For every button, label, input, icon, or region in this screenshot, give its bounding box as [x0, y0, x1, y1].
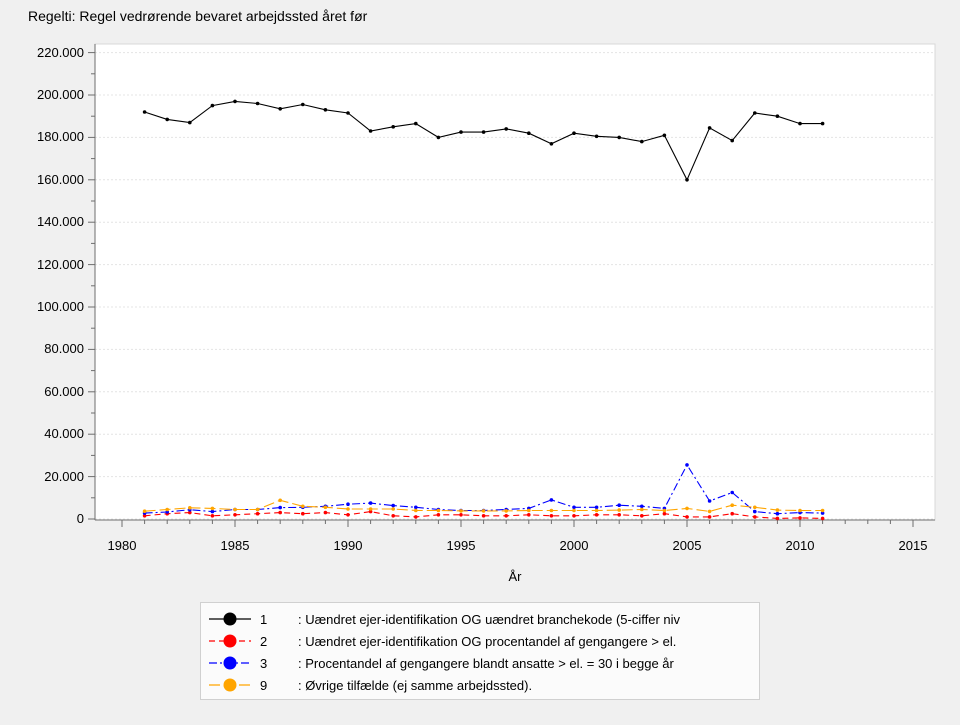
legend: 1 : Uændret ejer-identifikation OG uændre… [200, 602, 760, 700]
y-tick-label: 200.000 [37, 87, 84, 102]
x-tick-label: 1980 [107, 538, 137, 553]
x-tick-label: 1995 [446, 538, 476, 553]
legend-series-marker-icon [208, 610, 252, 628]
legend-series-label: : Uændret ejer-identifikation OG uændret… [298, 611, 681, 627]
legend-item: 9 : Øvrige tilfælde (ej samme arbejdssted… [201, 674, 759, 696]
x-axis-title: År [508, 569, 522, 584]
y-tick-label: 100.000 [37, 299, 84, 314]
y-tick-label: 40.000 [44, 426, 84, 442]
x-tick-label: 2010 [785, 538, 815, 553]
legend-item: 2 : Uændret ejer-identifikation OG procen… [201, 630, 759, 652]
y-tick-label: 20.000 [44, 468, 84, 484]
chart-title: Regelti: Regel vedrørende bevaret arbejd… [28, 8, 368, 24]
x-tick-label: 2000 [559, 538, 589, 553]
legend-series-marker-icon [208, 676, 252, 694]
legend-series-number: 2 [260, 633, 268, 649]
x-tick-label: 1990 [333, 538, 363, 553]
legend-item: 3 : Procentandel af gengangere blandt ans… [201, 652, 759, 674]
legend-series-marker-icon [208, 654, 252, 672]
legend-series-label: : Øvrige tilfælde (ej samme arbejdssted)… [298, 677, 533, 693]
y-tick-label: 220.000 [37, 44, 84, 60]
legend-series-label: : Procentandel af gengangere blandt ansa… [298, 655, 674, 671]
legend-series-number: 1 [260, 611, 268, 627]
y-tick-label: 60.000 [44, 383, 84, 399]
legend-series-label: : Uændret ejer-identifikation OG procent… [298, 633, 677, 649]
legend-series-number: 9 [260, 677, 268, 693]
y-tick-label: 0 [76, 511, 84, 526]
legend-series-number: 3 [260, 655, 268, 671]
legend-series-marker-icon [208, 632, 252, 650]
y-tick-label: 140.000 [37, 214, 84, 230]
x-tick-label: 2015 [898, 538, 928, 553]
x-tick-label: 2005 [672, 538, 702, 553]
y-tick-label: 120.000 [37, 256, 84, 272]
y-tick-label: 160.000 [37, 171, 84, 187]
x-tick-label: 1985 [220, 538, 250, 553]
y-tick-label: 80.000 [44, 341, 84, 357]
legend-item: 1 : Uændret ejer-identifikation OG uændre… [201, 608, 759, 630]
y-tick-label: 180.000 [37, 129, 84, 145]
